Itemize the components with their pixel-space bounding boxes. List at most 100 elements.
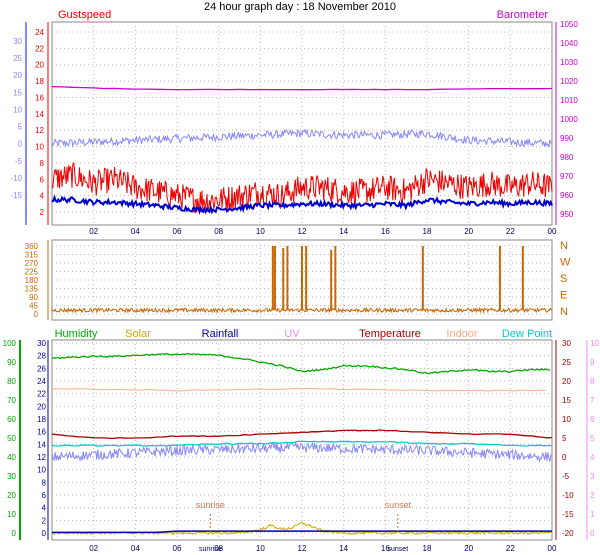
y-right-tick: 1020: [560, 77, 578, 86]
x-tick-label: 04: [131, 227, 140, 236]
y-rain-tick: 4: [42, 504, 47, 513]
series-solar: [51, 521, 552, 536]
y-uv-tick: 10: [590, 339, 599, 348]
y-temperature-tick: 10: [562, 415, 571, 424]
x-tick-label: 06: [173, 544, 182, 553]
sunrise-label: sunrise: [196, 500, 225, 510]
y-direction-tick: 90: [29, 293, 38, 302]
humidity-temperature-panel: 0246810121416182022242628300102030405060…: [3, 328, 600, 553]
y-humidity-tick: 80: [7, 377, 16, 386]
y-temperature-tick: 20: [562, 377, 571, 386]
legend-rainfall: Rainfall: [202, 328, 239, 340]
y-left-tick: 18: [35, 77, 44, 86]
y-outer-tick: 15: [13, 88, 22, 97]
y-outer-tick: 30: [13, 37, 22, 46]
y-rain-tick: 10: [37, 466, 46, 475]
y-right-tick: 970: [560, 172, 574, 181]
y-temperature-tick: -10: [562, 491, 574, 500]
x-tick-label: 02: [89, 544, 98, 553]
y-left-tick: 4: [40, 192, 45, 201]
x-tick-label: 12: [298, 227, 307, 236]
series-dewpoint: [51, 440, 553, 447]
x-tick-label: 18: [423, 227, 432, 236]
y-uv-tick: 3: [590, 472, 595, 481]
series-temperature-outer: [51, 128, 552, 148]
x-tick-label: 10: [256, 544, 265, 553]
legend-temperature: Temperature: [359, 328, 421, 340]
y-outer-tick: -10: [10, 174, 22, 183]
y-humidity-tick: 100: [3, 339, 17, 348]
x-tick-label: 04: [131, 544, 140, 553]
y-outer-tick: 25: [13, 54, 22, 63]
y-direction-tick: 0: [34, 310, 39, 319]
y-rain-tick: 2: [42, 516, 47, 525]
y-rain-tick: 12: [37, 453, 46, 462]
y-humidity-tick: 30: [7, 472, 16, 481]
x-tick-label: 16: [381, 544, 390, 553]
y-left-tick: 12: [35, 126, 44, 135]
y-uv-tick: 9: [590, 358, 595, 367]
x-tick-label: 08: [214, 227, 223, 236]
y-rain-tick: 0: [42, 529, 47, 538]
compass-label: E: [560, 290, 567, 302]
legend-indoor: Indoor: [446, 328, 478, 340]
y-uv-tick: 0: [590, 529, 595, 538]
x-tick-label: 16: [381, 227, 390, 236]
y-rain-tick: 6: [42, 491, 47, 500]
y-rain-tick: 20: [37, 402, 46, 411]
y-right-tick: 1000: [560, 115, 578, 124]
y-right-tick: 990: [560, 134, 574, 143]
y-outer-tick: -5: [15, 157, 23, 166]
x-tick-label: 22: [506, 227, 515, 236]
y-uv-tick: 5: [590, 434, 595, 443]
series-rainfall: [52, 530, 552, 534]
y-left-tick: 22: [35, 44, 44, 53]
y-rain-tick: 22: [37, 390, 46, 399]
series-temperature: [51, 429, 553, 440]
y-humidity-tick: 40: [7, 453, 16, 462]
y-humidity-tick: 60: [7, 415, 16, 424]
y-left-tick: 14: [35, 110, 44, 119]
compass-label: S: [560, 273, 567, 285]
legend-humidity: Humidity: [55, 328, 98, 340]
y-temperature-tick: 15: [562, 396, 571, 405]
y-uv-tick: 6: [590, 415, 595, 424]
x-tick-label: 14: [339, 227, 348, 236]
y-direction-tick: 45: [29, 302, 38, 311]
y-left-tick: 8: [40, 159, 45, 168]
compass-label: N: [560, 306, 568, 318]
series-barometer: [51, 85, 553, 91]
legend-uv: UV: [284, 328, 300, 340]
y-right-tick: 980: [560, 153, 574, 162]
y-rain-tick: 24: [37, 377, 46, 386]
y-temperature-tick: -5: [562, 472, 570, 481]
y-direction-tick: 135: [25, 285, 39, 294]
y-right-tick: 1010: [560, 96, 578, 105]
legend-solar: Solar: [125, 328, 151, 340]
x-tick-label: 00: [548, 544, 557, 553]
gust-barometer-panel: 24681012141618202224-15-10-5051015202530…: [10, 9, 578, 236]
y-rain-tick: 28: [37, 352, 46, 361]
y-rain-tick: 8: [42, 478, 47, 487]
sunrise-tick-label: sunrise: [199, 546, 222, 553]
y-rain-tick: 18: [37, 415, 46, 424]
y-temperature-tick: -15: [562, 510, 574, 519]
y-right-tick: 950: [560, 210, 574, 219]
series-wind: [51, 194, 553, 215]
compass-label: W: [560, 257, 571, 269]
y-left-tick: 20: [35, 61, 44, 70]
y-direction-tick: 360: [25, 242, 39, 251]
x-tick-label: 12: [298, 544, 307, 553]
y-uv-tick: 2: [590, 491, 595, 500]
compass-label: N: [560, 240, 568, 252]
x-tick-label: 20: [464, 227, 473, 236]
x-tick-label: 14: [339, 544, 348, 553]
y-left-tick: 10: [35, 143, 44, 152]
y-rain-tick: 16: [37, 428, 46, 437]
y-humidity-tick: 90: [7, 358, 16, 367]
y-direction-tick: 225: [25, 268, 39, 277]
y-left-tick: 6: [40, 175, 45, 184]
y-uv-tick: 8: [590, 377, 595, 386]
